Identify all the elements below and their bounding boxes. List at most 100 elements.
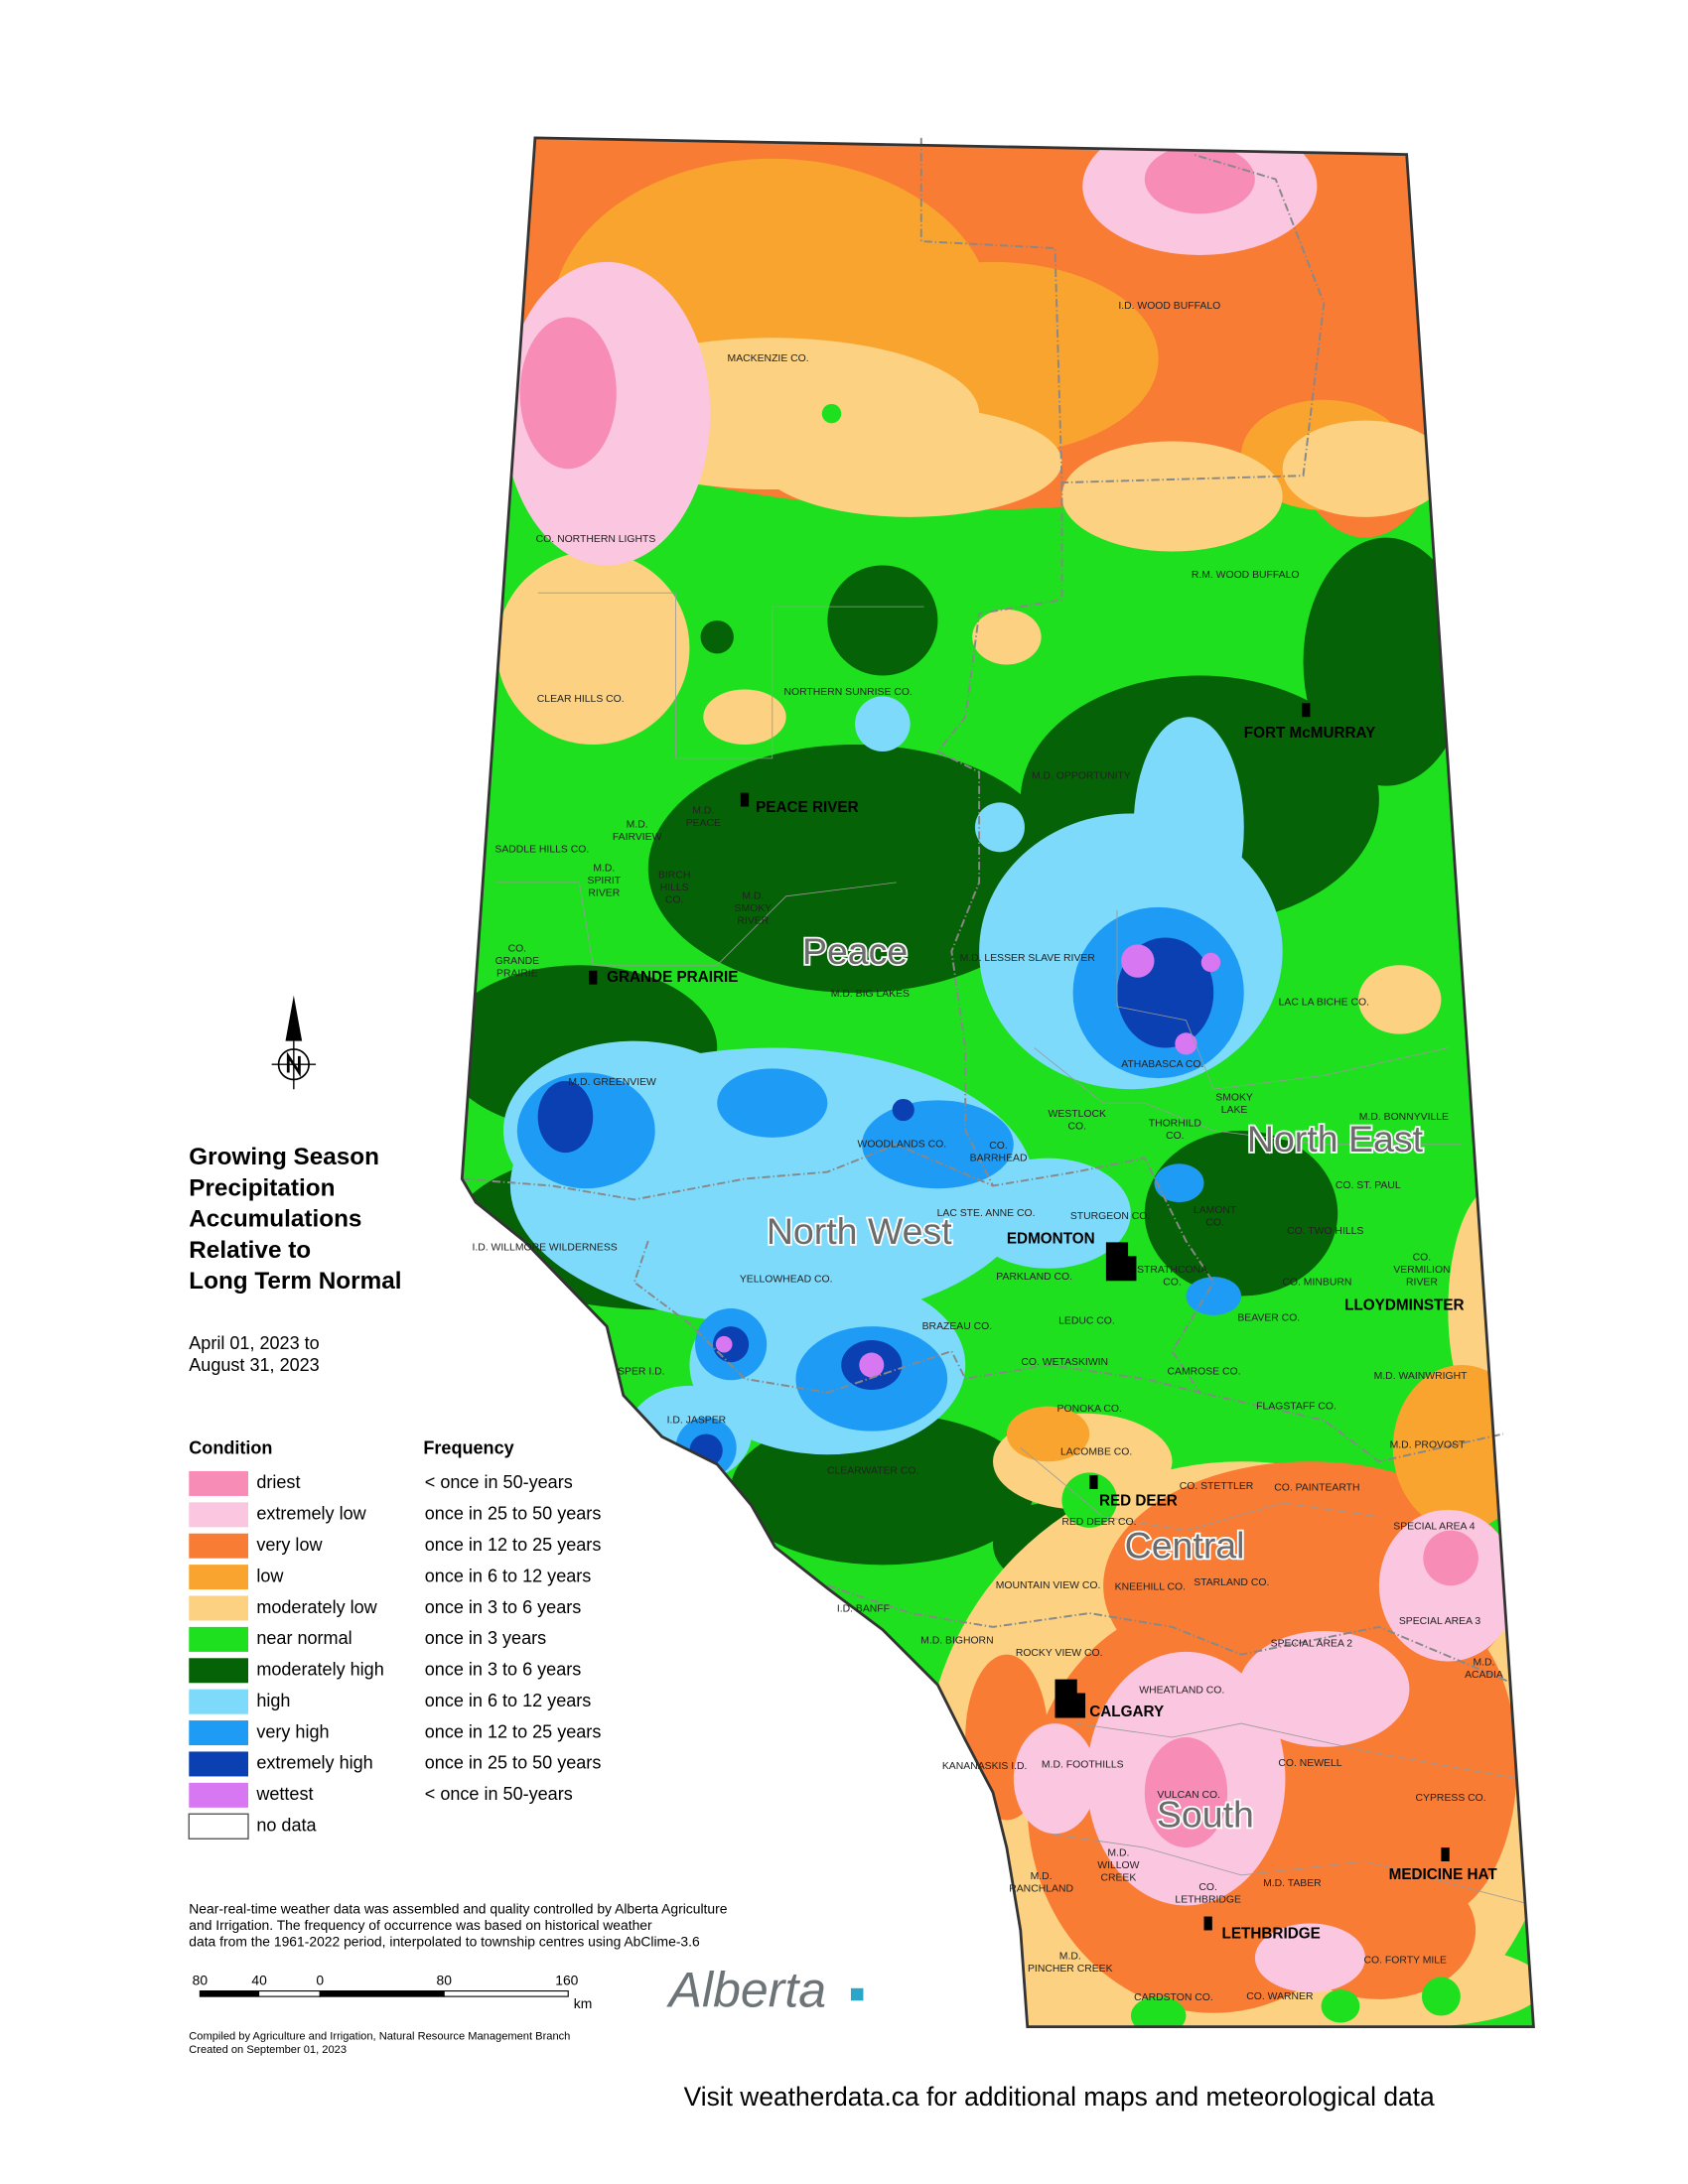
city-label: MEDICINE HAT (1389, 1866, 1498, 1883)
scale-segment (319, 1990, 445, 1997)
county-label: PEACE (686, 818, 721, 829)
precip-zone (1144, 1737, 1228, 1848)
scale-label: 80 (193, 1973, 209, 1988)
precip-zone (1282, 420, 1449, 517)
scale-label: 160 (555, 1973, 578, 1988)
map-title: Long Term Normal (189, 1268, 401, 1295)
precip-zone (1254, 1923, 1365, 1992)
legend-swatch (189, 1626, 248, 1652)
county-label: SPECIAL AREA 4 (1393, 1521, 1476, 1532)
precip-zone (1186, 1277, 1241, 1315)
county-label: M.D. PROVOST (1390, 1439, 1466, 1450)
boundary (1034, 1047, 1463, 1146)
county-label: YELLOWHEAD CO. (740, 1275, 833, 1286)
precip-zone (700, 620, 734, 654)
map-title: Growing Season (189, 1144, 379, 1170)
north-arrow (271, 995, 317, 1090)
scale-segment (443, 1990, 569, 1997)
county-label: LAC STE. ANNE CO. (937, 1208, 1036, 1219)
region-label: Central (1125, 1525, 1245, 1567)
legend-frequency: once in 6 to 12 years (425, 1691, 592, 1710)
precip-zone (821, 403, 842, 424)
precip-zone (1175, 1032, 1197, 1055)
county-label: I.D. JASPER (667, 1415, 727, 1426)
county-label: BEAVER CO. (1237, 1313, 1300, 1324)
boundary (919, 137, 1326, 484)
region-boundaries (462, 137, 1511, 1684)
county-label: GRANDE (495, 956, 540, 967)
county-label: WILLOW (1097, 1860, 1139, 1871)
boundary (1048, 1833, 1524, 1904)
precip-zone (496, 551, 690, 745)
legend-label: no data (256, 1815, 317, 1835)
map-title: Accumulations (189, 1206, 361, 1233)
county-label: CO. ST. PAUL (1336, 1180, 1401, 1191)
county-label: LEDUC CO. (1058, 1315, 1115, 1326)
precip-zone (1423, 1530, 1478, 1586)
county-label: CYPRESS CO. (1416, 1793, 1486, 1804)
county-label: LAMONT (1194, 1205, 1237, 1216)
precip-zone (717, 1068, 828, 1138)
county-label: M.D. (1107, 1847, 1129, 1858)
region-label: North East (1247, 1118, 1424, 1160)
legend-label: extremely high (256, 1753, 372, 1773)
county-label: M.D. BIG LAKES (831, 989, 910, 1000)
county-label: ACADIA (1465, 1670, 1503, 1681)
county-label: WESTLOCK (1049, 1109, 1106, 1120)
city-label: PEACE RIVER (756, 799, 859, 816)
note: data from the 1961-2022 period, interpol… (189, 1934, 700, 1950)
precip-zone (537, 1080, 594, 1154)
precip-zone (827, 565, 938, 676)
county-label: LAC LA BICHE CO. (1279, 997, 1369, 1008)
legend-frequency: < once in 50-years (425, 1784, 573, 1804)
arrow-head (285, 995, 303, 1041)
precip-zone (1133, 717, 1244, 938)
precip-zone (965, 1158, 1131, 1269)
scale-label: 40 (251, 1973, 267, 1988)
precip-zone (855, 696, 911, 751)
county-label: CO. (1166, 1131, 1185, 1142)
county-label: WOODLANDS CO. (858, 1140, 947, 1151)
city-marker (1055, 1679, 1086, 1718)
footer: Visit weatherdata.ca for additional maps… (684, 2082, 1435, 2112)
legend-label: moderately high (256, 1660, 383, 1680)
county-label: ROCKY VIEW CO. (1016, 1648, 1103, 1659)
county-label: RIVER (737, 916, 769, 927)
county-label: CLEARWATER CO. (827, 1466, 918, 1477)
precip-zone (715, 1335, 733, 1353)
county-label: CO. NORTHERN LIGHTS (536, 534, 656, 545)
county-label: M.D. (593, 864, 615, 875)
county-label: M.D. (1031, 1871, 1053, 1882)
county-label: THORHILD (1149, 1119, 1202, 1130)
county-label: ATHABASCA CO. (1121, 1059, 1203, 1070)
county-label: CO. WETASKIWIN (1021, 1357, 1108, 1368)
county-label: R.M. WOOD BUFFALO (1192, 570, 1300, 581)
county-label: M.D. BONNYVILLE (1359, 1112, 1449, 1123)
precip-zone (1061, 441, 1283, 552)
county-label: FLAGSTAFF CO. (1256, 1401, 1336, 1412)
precip-zone (1378, 1509, 1517, 1662)
county-label: CAMROSE CO. (1167, 1367, 1240, 1378)
county-label: LETHBRIDGE (1175, 1895, 1241, 1906)
scale-segment (200, 1990, 260, 1997)
legend-swatch (189, 1533, 248, 1559)
county-label: CO. STETTLER (1180, 1481, 1254, 1492)
county-label: CO. (508, 943, 527, 954)
precip-zone (1144, 144, 1255, 214)
precip-zone (972, 609, 1042, 665)
boundary (462, 1143, 1215, 1394)
precip-zone (703, 689, 786, 745)
county-label: CREEK (1100, 1872, 1136, 1883)
precip-zone (1238, 1631, 1410, 1747)
county-label: CO. MINBURN (1282, 1277, 1351, 1288)
county-label: RED DEER CO. (1061, 1517, 1136, 1528)
county-label: SPECIAL AREA 2 (1271, 1638, 1353, 1649)
county-label: M.D. OPPORTUNITY (1032, 771, 1131, 782)
legend-header: Condition (189, 1437, 272, 1457)
legend-frequency: once in 3 to 6 years (425, 1597, 582, 1617)
precip-zone (1321, 1989, 1360, 2023)
county-label: CO. PAINTEARTH (1274, 1482, 1359, 1493)
county-label: SPECIAL AREA 3 (1399, 1616, 1481, 1627)
county-label: CO. (1163, 1277, 1182, 1288)
